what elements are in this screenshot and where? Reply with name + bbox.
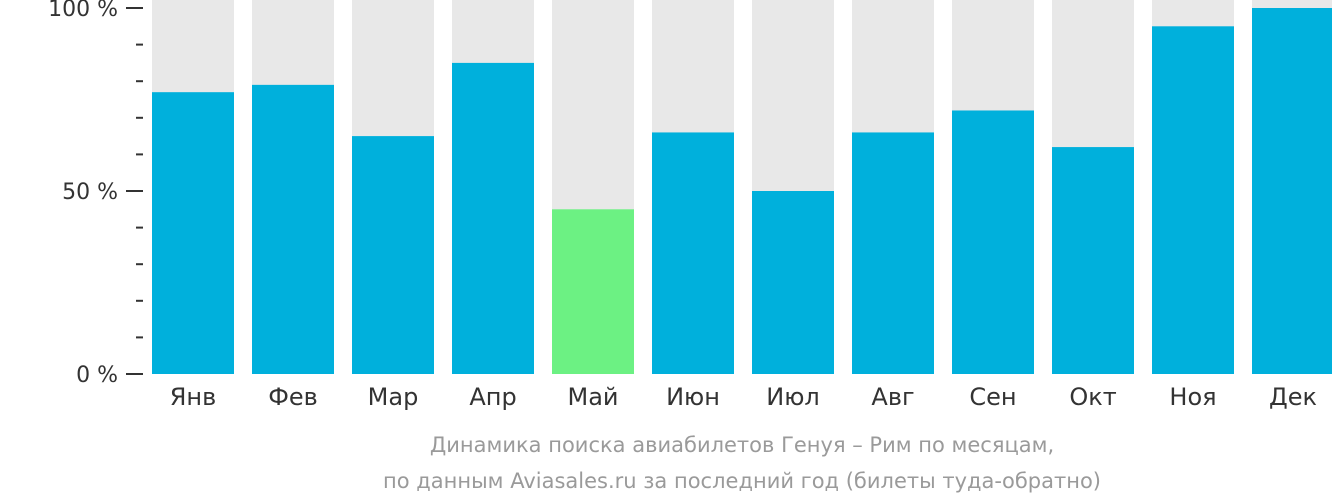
x-tick-label: Дек	[1269, 383, 1317, 411]
y-tick-label: 0 %	[76, 363, 118, 388]
bar-4	[452, 62, 534, 375]
x-tick-label: Фев	[268, 383, 318, 411]
caption-line-1: Динамика поиска авиабилетов Генуя – Рим …	[430, 433, 1054, 457]
x-tick-label: Апр	[469, 383, 516, 411]
chart-caption: Динамика поиска авиабилетов Генуя – Рим …	[383, 433, 1101, 493]
x-tick-label: Ноя	[1169, 383, 1216, 411]
y-tick-label: 50 %	[62, 180, 118, 205]
bar-10	[1052, 147, 1134, 374]
x-tick-label: Июн	[666, 383, 720, 411]
x-axis-labels: Янв Фев Мар Апр Май Июн Июл Авг Сен Окт Ноя Дек	[170, 383, 1317, 411]
bar-9	[952, 110, 1034, 374]
y-tick-label: 100 %	[48, 0, 118, 22]
x-tick-label: Сен	[969, 383, 1016, 411]
x-tick-label: Авг	[871, 383, 914, 411]
bar-11	[1152, 26, 1234, 375]
x-tick-label: Июл	[766, 383, 820, 411]
bar-8	[852, 132, 934, 374]
bar-3	[352, 136, 434, 374]
bar-5	[552, 209, 634, 374]
x-tick-label: Окт	[1069, 383, 1116, 411]
caption-line-2: по данным Aviasales.ru за последний год …	[383, 469, 1101, 493]
bar-12	[1252, 8, 1332, 374]
bar-1	[152, 92, 234, 375]
bar-7	[752, 191, 834, 374]
bar-6	[652, 132, 734, 374]
x-tick-label: Май	[567, 383, 618, 411]
x-tick-label: Янв	[170, 383, 217, 411]
x-tick-label: Мар	[368, 383, 419, 411]
y-axis: 100 % 50 % 0 %	[48, 0, 143, 388]
data-bars	[152, 8, 1332, 375]
bar-2	[252, 84, 334, 375]
